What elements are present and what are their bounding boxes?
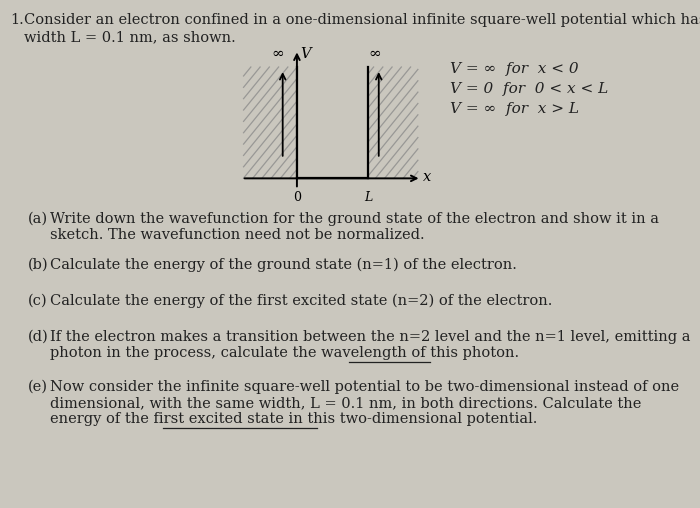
Text: (a): (a) xyxy=(28,212,48,226)
Text: ∞: ∞ xyxy=(271,46,284,60)
Text: Calculate the energy of the first excited state (n=2) of the electron.: Calculate the energy of the first excite… xyxy=(50,294,552,308)
Text: Calculate the energy of the ground state (n=1) of the electron.: Calculate the energy of the ground state… xyxy=(50,258,517,272)
Text: photon in the process, calculate the wavelength of this photon.: photon in the process, calculate the wav… xyxy=(50,346,519,360)
Text: (d): (d) xyxy=(28,330,49,344)
Text: (e): (e) xyxy=(28,380,48,394)
Text: V = ∞  for  x > L: V = ∞ for x > L xyxy=(450,102,579,116)
Text: V = 0  for  0 < x < L: V = 0 for 0 < x < L xyxy=(450,82,608,96)
Text: width L = 0.1 nm, as shown.: width L = 0.1 nm, as shown. xyxy=(24,30,236,44)
Text: sketch. The wavefunction need not be normalized.: sketch. The wavefunction need not be nor… xyxy=(50,228,425,242)
Text: dimensional, with the same width, L = 0.1 nm, in both directions. Calculate the: dimensional, with the same width, L = 0.… xyxy=(50,396,641,410)
Text: V: V xyxy=(300,47,311,61)
Text: Consider an electron confined in a one-dimensional infinite square-well potentia: Consider an electron confined in a one-d… xyxy=(24,13,700,27)
Text: ∞: ∞ xyxy=(368,46,381,60)
Text: Now consider the infinite square-well potential to be two-dimensional instead of: Now consider the infinite square-well po… xyxy=(50,380,679,394)
Text: L: L xyxy=(364,190,372,204)
Text: 0: 0 xyxy=(293,190,301,204)
Text: (b): (b) xyxy=(28,258,48,272)
Text: 1.: 1. xyxy=(10,13,24,27)
Text: energy of the first excited state in this two-dimensional potential.: energy of the first excited state in thi… xyxy=(50,412,538,426)
Text: (c): (c) xyxy=(28,294,48,308)
Text: x: x xyxy=(424,171,431,184)
Text: V = ∞  for  x < 0: V = ∞ for x < 0 xyxy=(450,62,579,76)
Text: If the electron makes a transition between the n=2 level and the n=1 level, emit: If the electron makes a transition betwe… xyxy=(50,330,690,344)
Text: Write down the wavefunction for the ground state of the electron and show it in : Write down the wavefunction for the grou… xyxy=(50,212,659,226)
